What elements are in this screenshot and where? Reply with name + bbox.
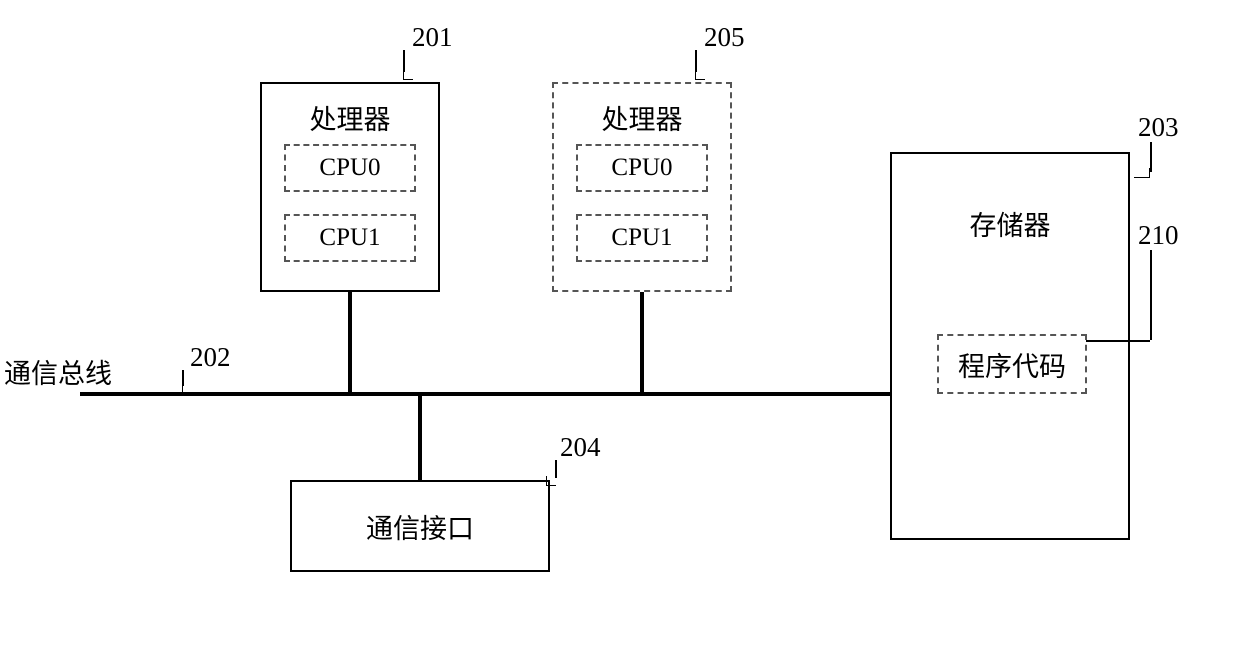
- processor-1-id: 201: [412, 22, 453, 53]
- processor-1-leader: [403, 50, 405, 72]
- processor-1-block: 处理器 CPU0 CPU1: [260, 82, 440, 292]
- drop-processor-1: [348, 292, 352, 394]
- cpu0-label: CPU0: [319, 154, 380, 182]
- processor-2-leader: [695, 50, 697, 72]
- memory-title: 存储器: [892, 204, 1128, 243]
- drop-interface: [418, 394, 422, 480]
- program-code-leader-h: [1086, 340, 1150, 342]
- processor-1-hook: [403, 70, 413, 80]
- processor-1-title: 处理器: [262, 98, 438, 137]
- interface-block: 通信接口: [290, 480, 550, 572]
- memory-hook: [1134, 168, 1150, 178]
- memory-block: 存储器 程序代码: [890, 152, 1130, 540]
- processor-2-cpu1: CPU1: [576, 214, 708, 262]
- drop-processor-2: [640, 292, 644, 394]
- processor-2-hook: [695, 70, 705, 80]
- bus-line: [80, 392, 890, 396]
- program-code-label: 程序代码: [958, 345, 1066, 384]
- bus-id: 202: [190, 342, 231, 373]
- interface-title: 通信接口: [366, 507, 474, 546]
- cpu0-label: CPU0: [611, 154, 672, 182]
- diagram-canvas: 处理器 CPU0 CPU1 201 处理器 CPU0 CPU1 205 存储器 …: [0, 0, 1240, 646]
- bus-label: 通信总线: [4, 352, 112, 391]
- interface-id: 204: [560, 432, 601, 463]
- program-code-leader-v: [1150, 250, 1152, 340]
- processor-2-cpu0: CPU0: [576, 144, 708, 192]
- cpu1-label: CPU1: [611, 224, 672, 252]
- processor-1-cpu1: CPU1: [284, 214, 416, 262]
- memory-id: 203: [1138, 112, 1179, 143]
- interface-hook: [546, 476, 556, 486]
- bus-id-hook: [182, 384, 192, 394]
- processor-1-cpu0: CPU0: [284, 144, 416, 192]
- processor-2-title: 处理器: [554, 98, 730, 137]
- program-code-id: 210: [1138, 220, 1179, 251]
- cpu1-label: CPU1: [319, 224, 380, 252]
- memory-leader: [1150, 142, 1152, 172]
- processor-2-block: 处理器 CPU0 CPU1: [552, 82, 732, 292]
- processor-2-id: 205: [704, 22, 745, 53]
- program-code-box: 程序代码: [937, 334, 1087, 394]
